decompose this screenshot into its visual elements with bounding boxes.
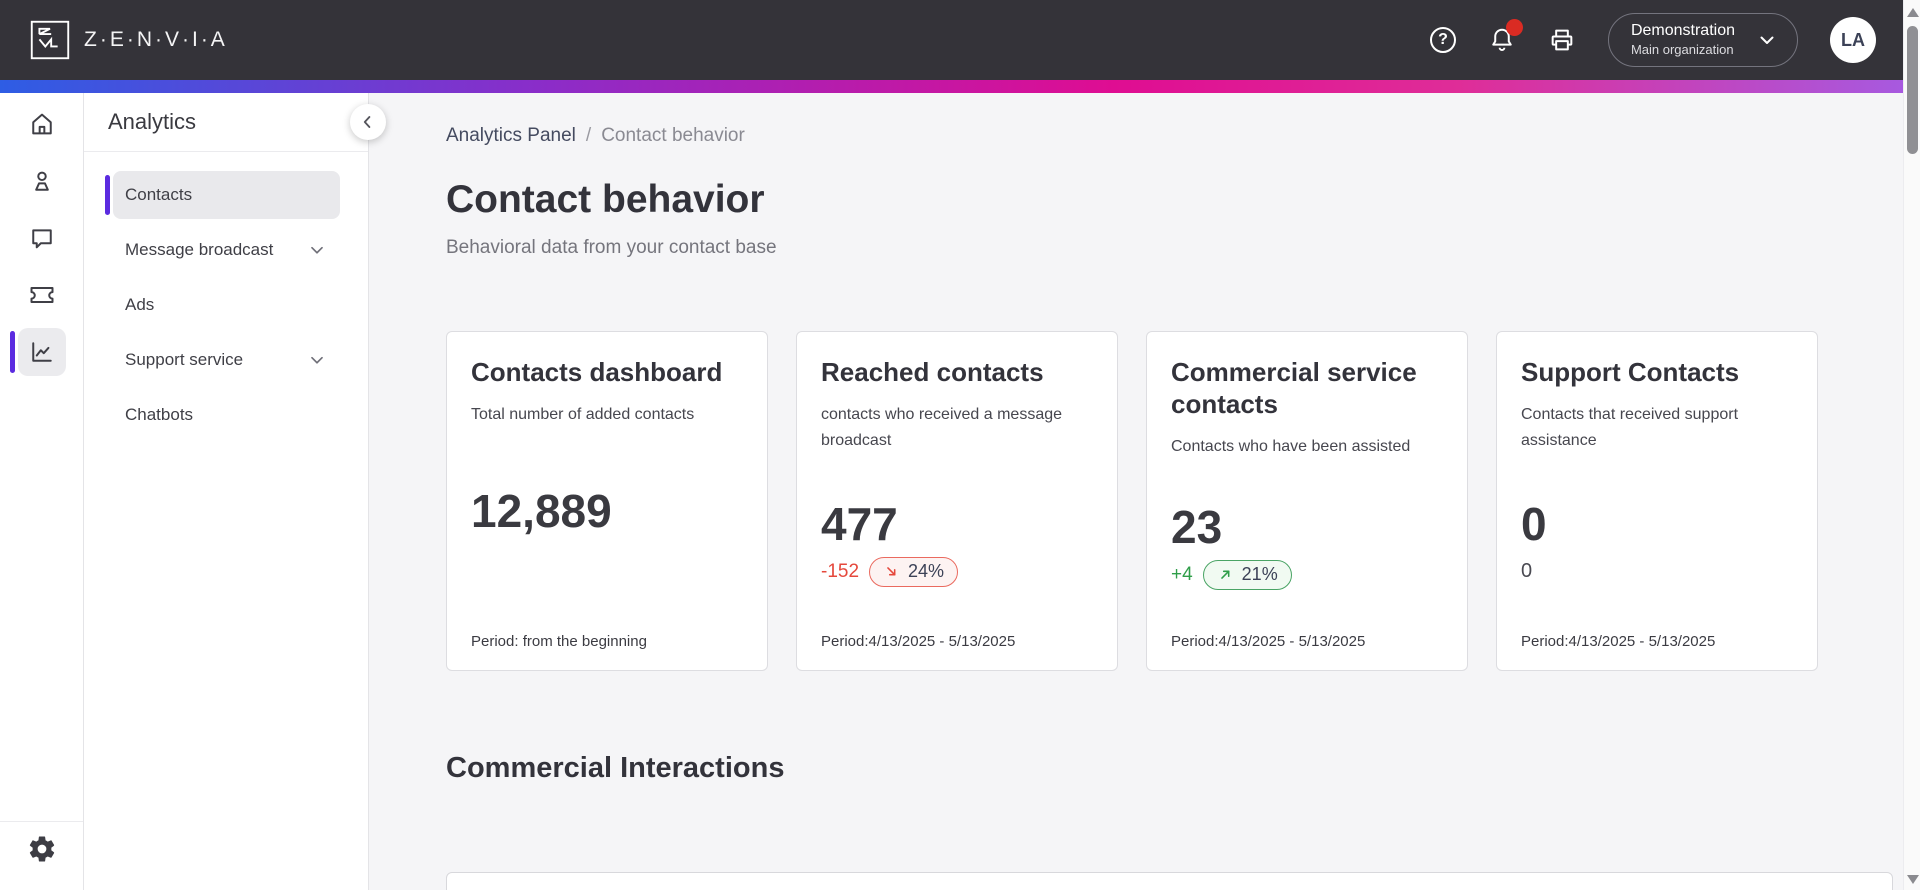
card-contacts-dashboard: Contacts dashboard Total number of added…: [446, 331, 768, 671]
rail-item-analytics[interactable]: [0, 323, 84, 380]
zenvia-logo: Z·E·N·V·I·A: [30, 20, 228, 60]
user-avatar[interactable]: LA: [1830, 17, 1876, 63]
person-icon: [18, 157, 66, 205]
rail-item-conversations[interactable]: [0, 209, 84, 266]
icon-rail: [0, 93, 84, 890]
arrow-up-right-icon: [1217, 566, 1234, 583]
sidebar-item-label: Support service: [125, 350, 244, 369]
card-support-contacts: Support Contacts Contacts that received …: [1496, 331, 1818, 671]
zenvia-logo-icon: [30, 20, 70, 60]
breadcrumb-current: Contact behavior: [601, 125, 745, 146]
card-reached-contacts: Reached contacts contacts who received a…: [796, 331, 1118, 671]
card-delta-row: [471, 541, 743, 577]
topbar: Z·E·N·V·I·A ?: [0, 0, 1920, 80]
kpi-cards-row: Contacts dashboard Total number of added…: [446, 331, 1920, 671]
analytics-sidebar: Analytics Contacts Message broadcast Ads…: [84, 93, 386, 890]
chevron-down-icon: [1755, 28, 1779, 52]
card-title: Reached contacts: [821, 357, 1044, 387]
breadcrumb: Analytics Panel / Contact behavior: [446, 125, 1920, 147]
commercial-interactions-card: [446, 872, 1893, 890]
card-period: Period: from the beginning: [471, 633, 647, 650]
scrollbar-thumb[interactable]: [1907, 26, 1918, 154]
card-title: Commercial service contacts: [1171, 357, 1417, 419]
page-title: Contact behavior: [446, 178, 765, 221]
arrow-down-right-icon: [883, 563, 900, 580]
sidebar-item-support-service[interactable]: Support service: [113, 336, 340, 384]
scroll-down-arrow[interactable]: [1907, 875, 1919, 884]
gear-icon: [27, 834, 57, 864]
rail-item-tickets[interactable]: [0, 266, 84, 323]
sidebar-item-chatbots[interactable]: Chatbots: [113, 391, 340, 439]
printer-icon: [1548, 26, 1576, 54]
help-icon: ?: [1429, 27, 1456, 53]
card-period: Period:4/13/2025 - 5/13/2025: [821, 633, 1016, 650]
card-title: Support Contacts: [1521, 357, 1740, 387]
brand-name: Z·E·N·V·I·A: [84, 28, 228, 51]
delta-value: -152: [821, 560, 860, 582]
help-button[interactable]: ?: [1429, 27, 1456, 53]
home-icon: [18, 100, 66, 148]
card-period: Period:4/13/2025 - 5/13/2025: [1521, 633, 1716, 650]
brand-gradient-bar: [0, 80, 1920, 93]
rail-bottom-section: [0, 821, 83, 890]
card-title: Contacts dashboard: [471, 357, 723, 387]
card-description: Contacts that received support assistanc…: [1521, 406, 1739, 449]
sidebar-item-ads[interactable]: Ads: [113, 281, 340, 329]
organization-name: Demonstration: [1630, 22, 1735, 39]
rail-item-contacts[interactable]: [0, 152, 84, 209]
breadcrumb-analytics-panel[interactable]: Analytics Panel: [446, 125, 576, 146]
sidebar-item-label: Ads: [125, 295, 155, 314]
card-value: 477: [821, 497, 898, 550]
card-delta-row: 0: [1521, 554, 1793, 590]
organization-selector[interactable]: Demonstration Main organization: [1607, 13, 1798, 67]
card-period: Period:4/13/2025 - 5/13/2025: [1171, 633, 1366, 650]
sidebar-header: Analytics: [84, 93, 368, 152]
sidebar-item-label: Contacts: [125, 185, 193, 204]
print-button[interactable]: [1548, 26, 1576, 54]
notifications-button[interactable]: [1488, 19, 1523, 54]
sidebar-item-label: Message broadcast: [125, 240, 274, 259]
card-description: Contacts who have been assisted: [1171, 438, 1411, 455]
card-value: 23: [1171, 500, 1223, 553]
chevron-down-icon: [306, 239, 328, 261]
sidebar-item-message-broadcast[interactable]: Message broadcast: [113, 226, 340, 274]
badge-percent: 21%: [1241, 563, 1278, 584]
sidebar-item-label: Chatbots: [125, 405, 194, 424]
card-commercial-service-contacts: Commercial service contacts Contacts who…: [1146, 331, 1468, 671]
settings-button[interactable]: [27, 834, 57, 864]
sidebar-menu: Contacts Message broadcast Ads Support s…: [84, 152, 368, 439]
organization-subtitle: Main organization: [1630, 42, 1734, 57]
card-description: Total number of added contacts: [471, 406, 695, 423]
badge-percent: 24%: [908, 560, 945, 581]
scroll-up-arrow[interactable]: [1907, 8, 1919, 17]
card-sub-value: 0: [1521, 560, 1533, 582]
sidebar-collapse-button[interactable]: [350, 104, 386, 140]
card-value: 12,889: [471, 484, 612, 537]
ticket-icon: [18, 271, 66, 319]
section-heading-commercial-interactions: Commercial Interactions: [446, 752, 785, 784]
card-value: 0: [1521, 497, 1547, 550]
card-delta-row: -152 24%: [821, 554, 1093, 590]
sidebar-title: Analytics: [108, 109, 197, 134]
chevron-left-icon: [357, 111, 379, 133]
card-delta-row: +4 21%: [1171, 557, 1443, 593]
delta-value: +4: [1171, 563, 1193, 585]
chat-icon: [18, 214, 66, 262]
trend-badge: 21%: [1202, 559, 1292, 590]
line-chart-icon: [17, 327, 66, 376]
trend-badge: 24%: [869, 556, 959, 587]
page-scrollbar[interactable]: [1903, 0, 1920, 890]
card-description: contacts who received a message broadcas…: [821, 406, 1063, 449]
breadcrumb-separator: /: [585, 125, 592, 146]
main-content: Analytics Panel / Contact behavior Conta…: [369, 93, 1920, 890]
sidebar-item-contacts[interactable]: Contacts: [105, 171, 340, 219]
rail-item-home[interactable]: [0, 95, 84, 152]
notification-badge-dot: [1505, 19, 1523, 36]
chevron-down-icon: [306, 349, 328, 371]
page-subtitle: Behavioral data from your contact base: [446, 237, 777, 258]
